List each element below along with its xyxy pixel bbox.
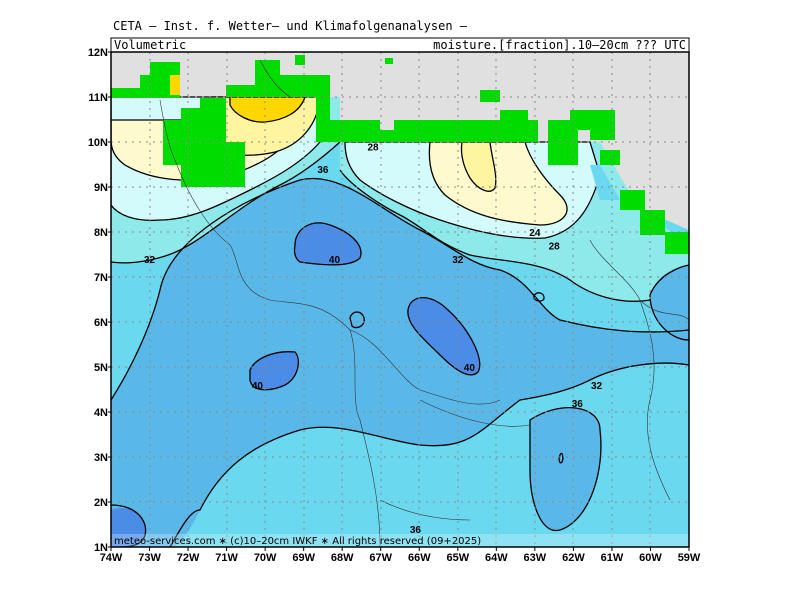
x-tick-label: 73W	[138, 552, 161, 564]
x-tick-label: 59W	[678, 552, 701, 564]
y-tick-label: 5N	[94, 362, 108, 374]
x-tick-label: 67W	[369, 552, 392, 564]
coast-mask	[111, 55, 689, 254]
country-borders	[159, 59, 689, 547]
field-24-east	[460, 141, 497, 192]
x-tick-label: 66W	[408, 552, 431, 564]
contour-label: 40	[464, 363, 476, 374]
contour-labels: 28 36 32 40 32 24 28 40 40 32 36 36	[144, 143, 603, 537]
contour-label: 40	[329, 255, 341, 266]
x-axis-labels: 74W 73W 72W 71W 70W 69W 68W 67W 66W 65W 64W 63W 62W 6…	[100, 552, 701, 564]
x-tick-label: 63W	[524, 552, 547, 564]
contour-label: 28	[367, 143, 379, 154]
chart-title: CETA — Inst. f. Wetter— und Klimafolgena…	[113, 19, 468, 33]
field-40-north	[293, 222, 362, 266]
x-tick-label: 70W	[254, 552, 277, 564]
x-tick-label: 60W	[639, 552, 662, 564]
contour-label: 40	[252, 381, 264, 392]
x-tick-label: 64W	[485, 552, 508, 564]
y-tick-label: 8N	[94, 227, 108, 239]
contour-label: 32	[591, 381, 603, 392]
contour-label: 36	[572, 399, 584, 410]
field-38	[111, 178, 689, 547]
contour-label: 36	[410, 525, 422, 536]
y-tick-label: 3N	[94, 452, 108, 464]
y-tick-label: 1N	[94, 542, 108, 554]
contour-lines	[111, 141, 689, 547]
field-38-east	[650, 265, 689, 340]
y-tick-label: 12N	[88, 47, 108, 59]
contour-label: 36	[317, 165, 329, 176]
y-tick-label: 7N	[94, 272, 108, 284]
y-tick-label: 11N	[88, 92, 108, 104]
field-40-west	[249, 351, 299, 391]
x-tick-label: 69W	[292, 552, 315, 564]
y-tick-label: 10N	[88, 137, 108, 149]
y-tick-label: 6N	[94, 317, 108, 329]
x-tick-label: 65W	[446, 552, 469, 564]
field-description: moisture.[fraction].10–20cm ??? UTC	[433, 38, 686, 52]
contour-label: 28	[549, 242, 561, 253]
x-tick-label: 74W	[100, 552, 123, 564]
x-tick-label: 71W	[215, 552, 238, 564]
gridlines	[111, 52, 689, 547]
y-axis-labels: 12N 11N 10N 9N 8N 7N 6N 5N 4N 3N 2N 1N	[88, 47, 108, 554]
x-tick-label: 62W	[562, 552, 585, 564]
y-tick-label: 2N	[94, 497, 108, 509]
x-tick-label: 68W	[331, 552, 354, 564]
x-tick-label: 72W	[177, 552, 200, 564]
copyright-footer: meteo-services.com ∗ (c)10–20cm IWKF ∗ A…	[114, 536, 481, 547]
x-tick-label: 61W	[601, 552, 624, 564]
variable-label: Volumetric	[114, 38, 186, 52]
contour-label: 32	[452, 255, 464, 266]
plot-frame	[110, 51, 690, 548]
y-tick-label: 9N	[94, 182, 108, 194]
field-38-south	[530, 407, 601, 531]
field-40-sw	[111, 508, 146, 547]
contour-label: 32	[144, 255, 156, 266]
contour-label: 24	[529, 228, 541, 239]
field-40-center	[407, 296, 481, 376]
y-tick-label: 4N	[94, 407, 108, 419]
